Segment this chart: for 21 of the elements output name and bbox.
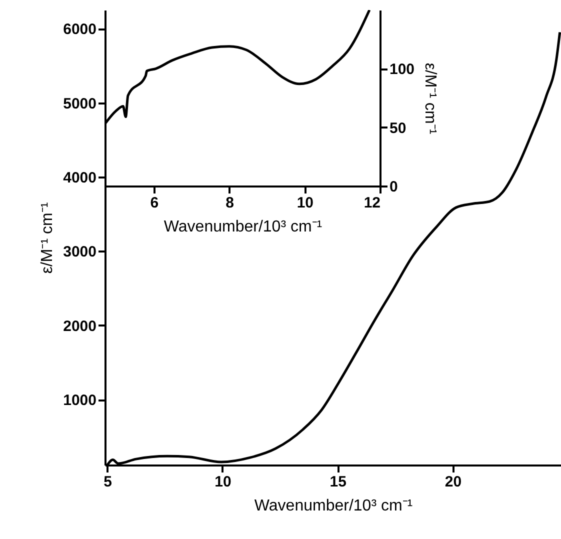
- x-tick-label: 5: [104, 474, 112, 490]
- y-tick-label: 6000: [63, 21, 96, 38]
- y-tick-label: 4000: [63, 170, 96, 187]
- x-axis-title: Wavenumber/10³ cm⁻¹: [164, 218, 322, 236]
- y2-tick-label: 0: [390, 178, 398, 196]
- y2-tick-label: 50: [390, 120, 406, 137]
- x-tick-label: 6: [150, 194, 159, 212]
- y2-tick-label: 100: [390, 61, 415, 78]
- y-tick-label: 5000: [63, 95, 96, 112]
- x-tick-label: 15: [330, 474, 346, 490]
- y-tick-label: 3000: [63, 244, 96, 261]
- x-tick-label: 8: [226, 194, 234, 212]
- y-axis-title: ε/M⁻¹ cm⁻¹: [39, 202, 56, 274]
- y2-axis-title: ε/M⁻¹ cm⁻¹: [422, 62, 439, 134]
- x-tick-label: 10: [214, 474, 232, 490]
- x-tick-label: 10: [296, 194, 314, 212]
- x-tick-label: 20: [444, 474, 462, 490]
- x-axis-title: Wavenumber/10³ cm⁻¹: [254, 498, 413, 514]
- x-tick-label: 12: [364, 194, 380, 212]
- y-tick-label: 1000: [63, 392, 96, 410]
- y-tick-label: 2000: [63, 318, 96, 335]
